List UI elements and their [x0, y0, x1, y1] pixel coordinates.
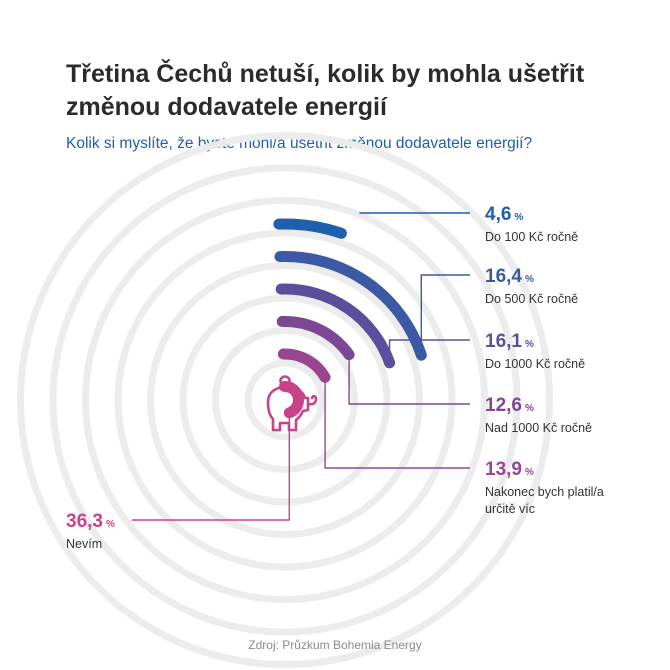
value-text: 36,3	[66, 511, 103, 532]
radial-bar	[276, 316, 355, 361]
value-label-nad-1000: 12,6% Nad 1000 Kč ročně	[485, 395, 592, 437]
unit-text: %	[524, 274, 534, 285]
value-text: 12,6	[485, 395, 522, 416]
unit-text: %	[524, 467, 534, 478]
radial-bar	[277, 348, 331, 383]
value-text: 4,6	[485, 204, 512, 225]
value-text: 16,4	[485, 266, 522, 287]
leader-lines	[132, 212, 470, 521]
source-note: Zdroj: Průzkum Bohemia Energy	[248, 638, 422, 652]
value-label-do-100: 4,6% Do 100 Kč ročně	[485, 204, 578, 246]
chart-title: Třetina Čechů netuší, kolik by mohla uše…	[66, 60, 585, 121]
value-label-do-1000: 16,1% Do 1000 Kč ročně	[485, 331, 585, 373]
background-ring	[82, 197, 488, 603]
leader-line	[420, 274, 470, 356]
unit-text: %	[524, 403, 534, 414]
category-label: Nakonec bych platil/a určitě víc	[485, 485, 604, 516]
unit-text: %	[524, 339, 534, 350]
category-label: Nevím	[66, 537, 103, 551]
background-ring	[212, 327, 358, 473]
value-label-nakonec: 13,9% Nakonec bych platil/a určitě víc	[485, 459, 625, 518]
leader-line	[132, 412, 290, 521]
radial-bar	[274, 251, 427, 361]
background-ring	[114, 229, 456, 571]
background-rings	[17, 132, 553, 668]
leader-line	[324, 377, 470, 469]
radial-bar	[275, 283, 396, 369]
category-label: Nad 1000 Kč ročně	[485, 421, 593, 435]
radial-bar	[273, 218, 347, 239]
value-label-nevim: 36,3% Nevím	[66, 511, 115, 553]
category-label: Do 500 Kč ročně	[485, 292, 579, 306]
background-ring	[244, 359, 326, 441]
background-ring	[49, 164, 521, 636]
chart-subtitle: Kolik si myslíte, že byste mohl/a ušetři…	[66, 135, 533, 152]
unit-text: %	[105, 519, 115, 530]
value-text: 16,1	[485, 331, 522, 352]
background-ring	[179, 294, 391, 506]
piggy-bank-icon	[266, 375, 318, 432]
leader-line	[388, 339, 470, 363]
leader-line	[348, 354, 470, 405]
background-ring	[17, 132, 553, 668]
background-ring	[147, 262, 423, 538]
category-label: Do 100 Kč ročně	[485, 230, 579, 244]
value-text: 13,9	[485, 459, 522, 480]
category-label: Do 1000 Kč ročně	[485, 357, 586, 371]
value-label-do-500: 16,4% Do 500 Kč ročně	[485, 266, 578, 308]
unit-text: %	[514, 212, 524, 223]
radial-bars	[273, 218, 427, 419]
